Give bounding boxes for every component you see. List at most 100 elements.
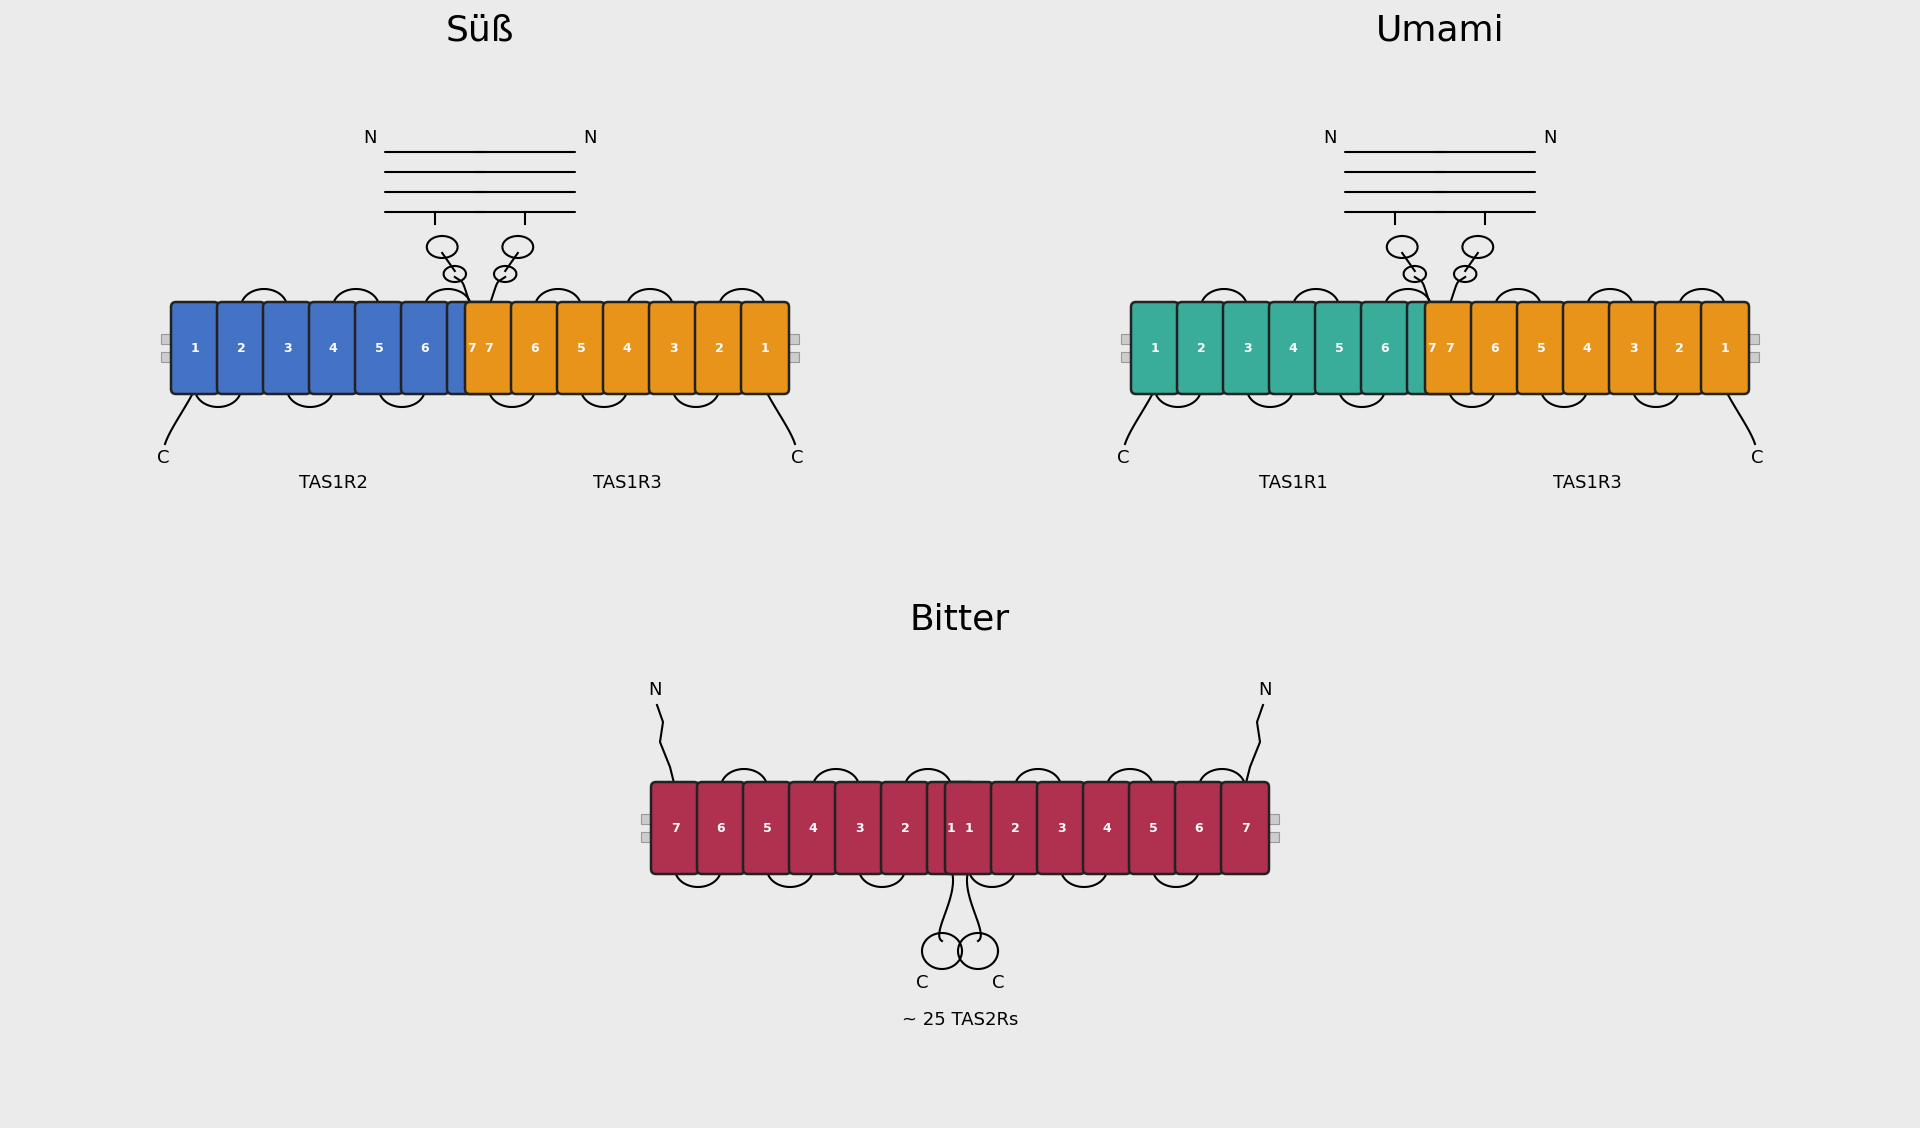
Text: 5: 5 — [576, 342, 586, 354]
Text: TAS1R3: TAS1R3 — [593, 474, 660, 492]
FancyBboxPatch shape — [171, 302, 219, 394]
Text: 7: 7 — [670, 821, 680, 835]
FancyBboxPatch shape — [945, 782, 993, 874]
FancyBboxPatch shape — [697, 782, 745, 874]
Text: 1: 1 — [190, 342, 200, 354]
Text: N: N — [363, 129, 376, 147]
Text: 2: 2 — [1674, 342, 1684, 354]
FancyBboxPatch shape — [1701, 302, 1749, 394]
FancyBboxPatch shape — [447, 302, 495, 394]
Text: 4: 4 — [808, 821, 818, 835]
Text: 1: 1 — [947, 821, 956, 835]
FancyBboxPatch shape — [1563, 302, 1611, 394]
Text: 1: 1 — [1720, 342, 1730, 354]
Text: 2: 2 — [900, 821, 910, 835]
FancyBboxPatch shape — [557, 302, 605, 394]
Text: 3: 3 — [668, 342, 678, 354]
FancyBboxPatch shape — [1361, 302, 1409, 394]
Text: 4: 4 — [1288, 342, 1298, 354]
FancyBboxPatch shape — [1655, 302, 1703, 394]
Text: 1: 1 — [964, 821, 973, 835]
Text: 5: 5 — [374, 342, 384, 354]
FancyBboxPatch shape — [695, 302, 743, 394]
FancyBboxPatch shape — [1517, 302, 1565, 394]
Bar — [161, 334, 799, 344]
FancyBboxPatch shape — [881, 782, 929, 874]
Text: Süß: Süß — [445, 14, 515, 47]
FancyBboxPatch shape — [991, 782, 1039, 874]
Text: TAS1R2: TAS1R2 — [300, 474, 367, 492]
FancyBboxPatch shape — [743, 782, 791, 874]
Text: 6: 6 — [530, 342, 540, 354]
FancyBboxPatch shape — [741, 302, 789, 394]
FancyBboxPatch shape — [1315, 302, 1363, 394]
Text: 5: 5 — [762, 821, 772, 835]
FancyBboxPatch shape — [1177, 302, 1225, 394]
FancyBboxPatch shape — [217, 302, 265, 394]
Bar — [1121, 334, 1759, 344]
FancyBboxPatch shape — [309, 302, 357, 394]
Text: 6: 6 — [1490, 342, 1500, 354]
FancyBboxPatch shape — [401, 302, 449, 394]
Text: 7: 7 — [1427, 342, 1436, 354]
Bar — [641, 832, 1279, 841]
Text: N: N — [649, 681, 662, 699]
FancyBboxPatch shape — [1037, 782, 1085, 874]
Text: C: C — [993, 973, 1004, 992]
Text: 6: 6 — [420, 342, 430, 354]
Text: 3: 3 — [1628, 342, 1638, 354]
Text: 4: 4 — [622, 342, 632, 354]
Bar — [161, 352, 799, 362]
Text: N: N — [1323, 129, 1336, 147]
Text: C: C — [916, 973, 927, 992]
FancyBboxPatch shape — [1471, 302, 1519, 394]
FancyBboxPatch shape — [1129, 782, 1177, 874]
Text: ~ 25 TAS2Rs: ~ 25 TAS2Rs — [902, 1011, 1018, 1029]
FancyBboxPatch shape — [511, 302, 559, 394]
Text: 3: 3 — [1242, 342, 1252, 354]
FancyBboxPatch shape — [835, 782, 883, 874]
Text: 5: 5 — [1536, 342, 1546, 354]
Text: 7: 7 — [1444, 342, 1453, 354]
Text: 3: 3 — [1056, 821, 1066, 835]
Text: 5: 5 — [1148, 821, 1158, 835]
Text: 4: 4 — [1582, 342, 1592, 354]
Text: 5: 5 — [1334, 342, 1344, 354]
FancyBboxPatch shape — [1223, 302, 1271, 394]
FancyBboxPatch shape — [649, 302, 697, 394]
Text: Umami: Umami — [1377, 14, 1503, 47]
Bar — [641, 814, 1279, 823]
Text: 7: 7 — [467, 342, 476, 354]
Text: 7: 7 — [1240, 821, 1250, 835]
Text: 6: 6 — [1380, 342, 1390, 354]
Text: 1: 1 — [1150, 342, 1160, 354]
Text: 2: 2 — [714, 342, 724, 354]
FancyBboxPatch shape — [1221, 782, 1269, 874]
Text: 7: 7 — [484, 342, 493, 354]
FancyBboxPatch shape — [1609, 302, 1657, 394]
Text: C: C — [1751, 449, 1763, 467]
FancyBboxPatch shape — [465, 302, 513, 394]
FancyBboxPatch shape — [1083, 782, 1131, 874]
FancyBboxPatch shape — [603, 302, 651, 394]
Text: TAS1R1: TAS1R1 — [1260, 474, 1327, 492]
Text: TAS1R3: TAS1R3 — [1553, 474, 1620, 492]
Text: C: C — [157, 449, 169, 467]
Text: N: N — [584, 129, 597, 147]
FancyBboxPatch shape — [263, 302, 311, 394]
Text: 2: 2 — [236, 342, 246, 354]
FancyBboxPatch shape — [651, 782, 699, 874]
Text: 6: 6 — [1194, 821, 1204, 835]
FancyBboxPatch shape — [1131, 302, 1179, 394]
Text: 2: 2 — [1196, 342, 1206, 354]
Text: Bitter: Bitter — [910, 603, 1010, 637]
FancyBboxPatch shape — [1269, 302, 1317, 394]
Text: 6: 6 — [716, 821, 726, 835]
Bar — [1121, 352, 1759, 362]
Text: N: N — [1544, 129, 1557, 147]
Text: C: C — [1117, 449, 1129, 467]
FancyBboxPatch shape — [1425, 302, 1473, 394]
Text: 4: 4 — [328, 342, 338, 354]
Text: C: C — [791, 449, 803, 467]
Text: 3: 3 — [282, 342, 292, 354]
